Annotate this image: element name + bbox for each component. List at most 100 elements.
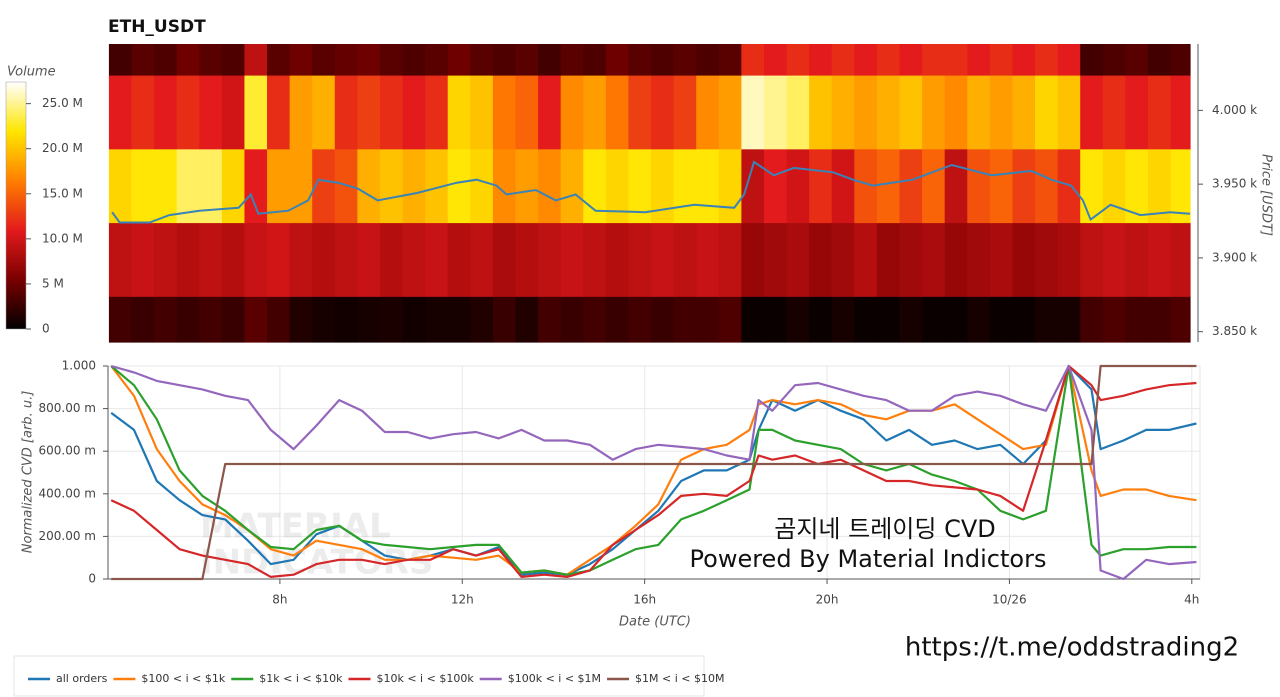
- heat-cell: [289, 148, 313, 224]
- heat-cell: [809, 222, 833, 297]
- heat-cell: [289, 74, 313, 150]
- heat-cell: [312, 148, 336, 224]
- cvd-line: [110, 364, 1197, 578]
- heat-cell: [989, 222, 1014, 297]
- heat-cell: [470, 44, 494, 76]
- heat-cell: [357, 44, 381, 76]
- heat-cell: [492, 74, 517, 150]
- cvd-line: [110, 364, 1197, 576]
- heat-cell: [1080, 296, 1104, 343]
- heat-cell: [651, 74, 675, 150]
- y-tick-label: 0: [88, 572, 96, 586]
- heat-cell: [402, 74, 426, 150]
- heat-cell: [718, 222, 742, 297]
- heat-cell: [583, 148, 607, 224]
- heat-cell: [267, 222, 291, 297]
- heat-cell: [741, 74, 765, 150]
- heat-cell: [108, 74, 133, 150]
- heat-cell: [763, 296, 788, 343]
- heat-cell: [176, 296, 200, 343]
- heat-cell: [831, 44, 855, 76]
- heat-cell: [1102, 296, 1126, 343]
- colorbar-tick-label: 10.0 M: [42, 231, 83, 245]
- heat-cell: [718, 74, 742, 150]
- heat-cell: [199, 74, 223, 150]
- heat-cell: [1080, 222, 1104, 297]
- legend-label: all orders: [56, 672, 108, 685]
- heat-cell: [379, 74, 404, 150]
- heat-cell: [1035, 74, 1059, 150]
- heat-cell: [538, 74, 562, 150]
- heat-cell: [1170, 222, 1191, 297]
- cvd-line: [110, 364, 1197, 576]
- colorbar-tick-label: 15.0 M: [42, 186, 83, 200]
- heat-cell: [357, 74, 381, 150]
- heat-cell: [244, 74, 268, 150]
- heat-cell: [1057, 222, 1081, 297]
- heat-cell: [108, 148, 133, 224]
- heat-cell: [402, 148, 426, 224]
- heat-cell: [1012, 222, 1036, 297]
- y-tick-label: 600.00 m: [39, 444, 97, 458]
- heat-cell: [1170, 44, 1191, 76]
- heat-cell: [786, 222, 810, 297]
- colorbar-tick-label: 25.0 M: [42, 96, 83, 110]
- legend-label: $100k < i < $1M: [508, 672, 601, 685]
- heat-cell: [967, 74, 991, 150]
- heat-cell: [854, 148, 878, 224]
- heat-cell: [312, 222, 336, 297]
- heat-cell: [583, 222, 607, 297]
- heat-cell: [312, 74, 336, 150]
- heat-cell: [402, 44, 426, 76]
- y-tick-label: 3.850 k: [1212, 324, 1257, 338]
- heat-cell: [1125, 148, 1149, 224]
- heat-cell: [176, 74, 200, 150]
- heat-cell: [628, 222, 652, 297]
- heat-cell: [1125, 222, 1149, 297]
- heat-cell: [876, 222, 901, 297]
- x-tick-label: 8h: [272, 593, 287, 607]
- heat-cell: [922, 74, 946, 150]
- heat-cell: [696, 148, 720, 224]
- heat-cell: [289, 44, 313, 76]
- heat-cell: [809, 148, 833, 224]
- colorbar-label: Volume: [7, 65, 56, 80]
- heat-cell: [425, 148, 449, 224]
- heat-cell: [628, 148, 652, 224]
- heat-cell: [131, 148, 155, 224]
- heat-cell: [1012, 74, 1036, 150]
- x-axis-label: Date (UTC): [619, 615, 691, 630]
- colorbar-tick-label: 0: [42, 322, 50, 336]
- heat-cell: [899, 148, 923, 224]
- heat-cell: [673, 148, 697, 224]
- heat-cell: [899, 296, 923, 343]
- heat-cell: [515, 296, 539, 343]
- heat-cell: [515, 44, 539, 76]
- heat-cell: [1035, 148, 1059, 224]
- y-tick-label: 800.00 m: [39, 401, 97, 415]
- heat-cell: [334, 296, 358, 343]
- heat-cell: [492, 222, 517, 297]
- heat-cell: [628, 296, 652, 343]
- heat-cell: [989, 74, 1014, 150]
- price-line: [111, 160, 1191, 224]
- heat-cell: [402, 222, 426, 297]
- legend-label: $10k < i < $100k: [376, 672, 474, 685]
- heat-cell: [447, 296, 471, 343]
- heat-cell: [809, 74, 833, 150]
- heat-cell: [199, 44, 223, 76]
- heat-cell: [696, 44, 720, 76]
- heat-cell: [1147, 296, 1172, 343]
- heat-cell: [1102, 74, 1126, 150]
- heat-cell: [470, 296, 494, 343]
- heat-cell: [176, 148, 200, 224]
- heat-cell: [470, 222, 494, 297]
- heat-cell: [199, 222, 223, 297]
- heat-cell: [379, 44, 404, 76]
- y-axis-label: Normalized CVD [arb. u.]: [21, 391, 36, 554]
- heat-cell: [763, 44, 788, 76]
- heat-cell: [651, 44, 675, 76]
- heat-cell: [899, 222, 923, 297]
- annotation: Powered By Material Indictors: [690, 545, 1047, 573]
- heat-cell: [673, 44, 697, 76]
